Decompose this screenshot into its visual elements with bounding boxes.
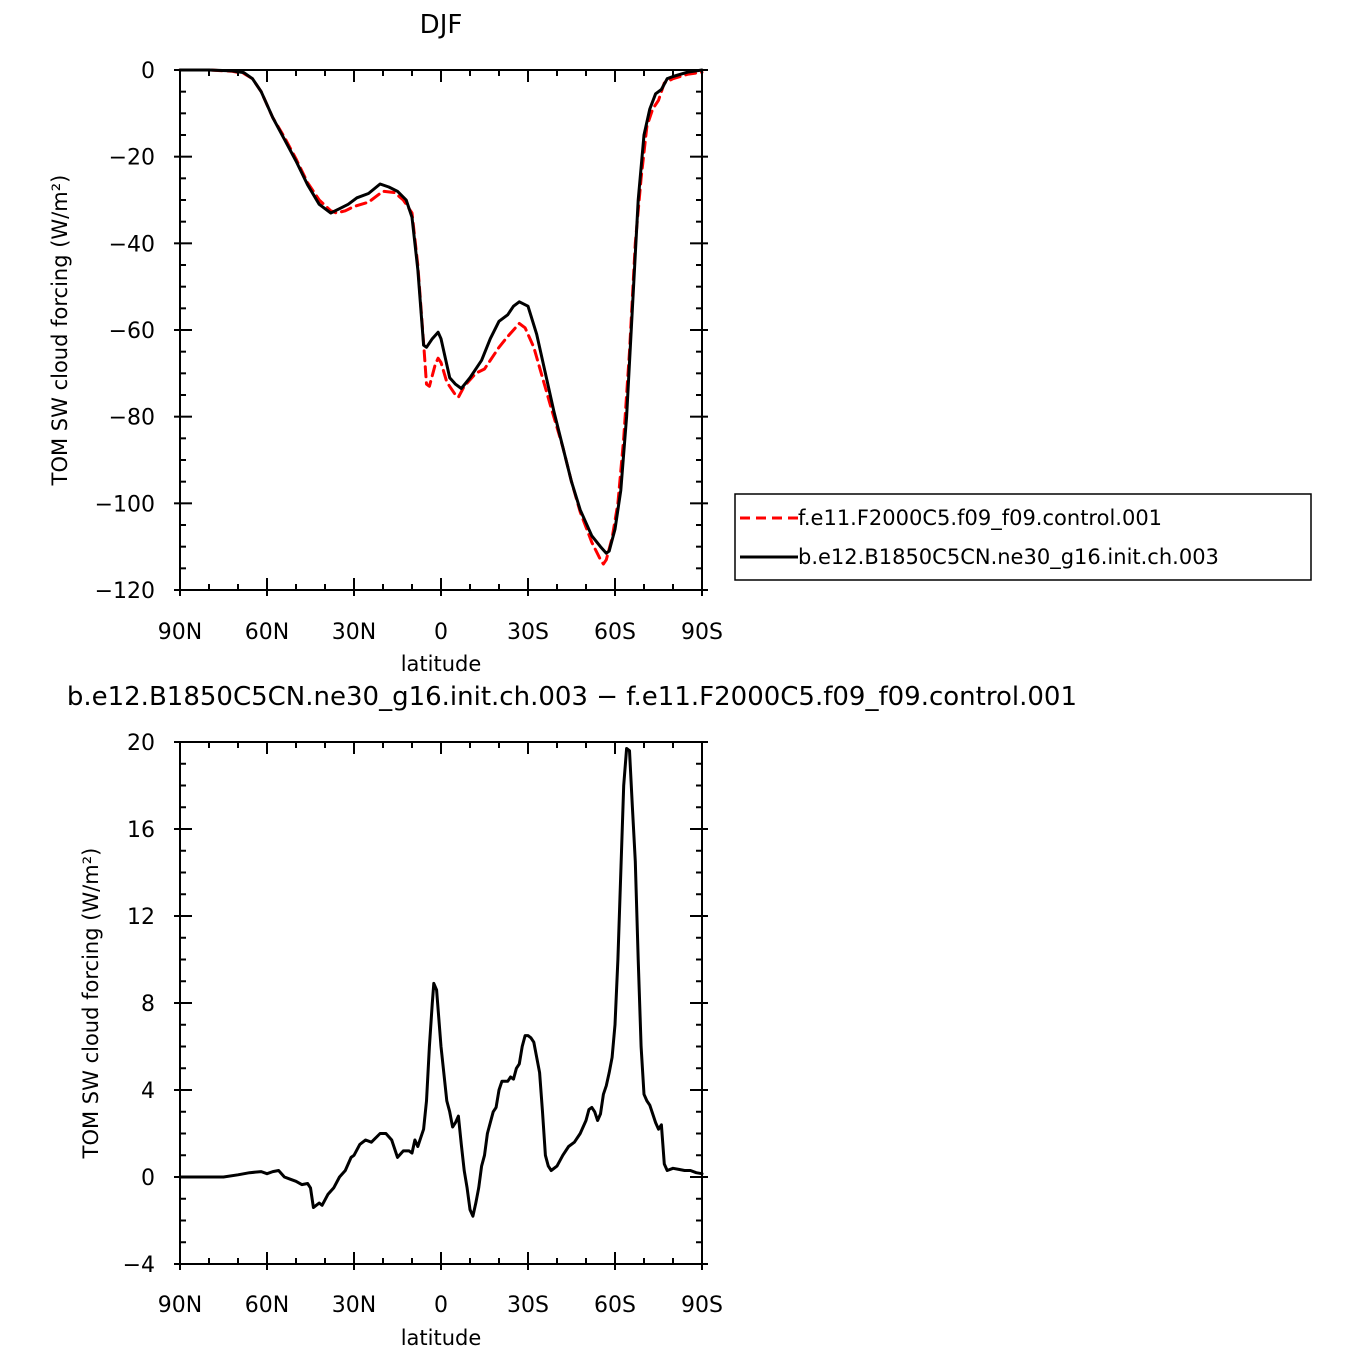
chart-top-series-line-0 [178, 68, 704, 566]
chart-top-y-tick-label-2: −40 [109, 232, 155, 257]
chart-bottom-x-tick-label-6: 90S [681, 1293, 723, 1318]
chart-top-y-tick-label-5: −100 [95, 492, 155, 517]
chart-bottom-x-tick-label-3: 0 [434, 1293, 448, 1318]
chart-bottom-y-tick-label-6: −4 [123, 1253, 155, 1278]
chart-bottom-x-axis-label: latitude [401, 1326, 482, 1350]
chart-bottom: b.e12.B1850C5CN.ne30_g16.init.ch.003 − f… [67, 682, 1077, 1350]
legend-box [734, 493, 1312, 581]
chart-bottom-x-tick-label-1: 60N [245, 1293, 289, 1318]
chart-top-x-tick-label-4: 30S [507, 620, 549, 645]
chart-bottom-series-group [178, 747, 704, 1218]
chart-bottom-y-tick-label-1: 16 [127, 818, 155, 843]
chart-top-x-tick-label-5: 60S [594, 620, 636, 645]
chart-top-legend: f.e11.F2000C5.f09_f09.control.001 b.e12.… [734, 493, 1312, 581]
chart-top-plot-frame [179, 69, 703, 591]
chart-bottom-y-tick-label-0: 20 [127, 731, 155, 756]
chart-bottom-y-tick-label-5: 0 [141, 1166, 155, 1191]
chart-top-x-tick-label-1: 60N [245, 620, 289, 645]
chart-bottom-y-tick-label-2: 12 [127, 905, 155, 930]
chart-top-y-tick-label-0: 0 [141, 59, 155, 84]
chart-top-ticks-group [174, 69, 708, 596]
chart-bottom-ticks-group [174, 741, 708, 1270]
chart-top-y-tick-label-3: −60 [109, 319, 155, 344]
chart-bottom-y-tick-label-3: 8 [141, 992, 155, 1017]
chart-top-series-group [178, 68, 704, 566]
chart-top: DJF 90N 60N 30N 0 30S 60S 90S 0 −20 −40 … [48, 10, 1312, 676]
chart-bottom-x-tick-label-0: 90N [158, 1293, 202, 1318]
chart-bottom-y-tick-label-4: 4 [141, 1079, 155, 1104]
chart-top-x-tick-label-2: 30N [332, 620, 376, 645]
chart-top-series-line-1 [178, 68, 704, 555]
chart-top-y-tick-label-6: −120 [95, 579, 155, 604]
chart-top-x-tick-label-6: 90S [681, 620, 723, 645]
chart-bottom-x-tick-label-2: 30N [332, 1293, 376, 1318]
chart-bottom-title: b.e12.B1850C5CN.ne30_g16.init.ch.003 − f… [67, 682, 1077, 712]
legend-label-init: b.e12.B1850C5CN.ne30_g16.init.ch.003 [798, 545, 1219, 570]
chart-bottom-series-line-0 [178, 747, 704, 1218]
chart-bottom-x-tick-label-5: 60S [594, 1293, 636, 1318]
chart-top-title: DJF [420, 10, 463, 40]
chart-bottom-x-tick-label-4: 30S [507, 1293, 549, 1318]
chart-bottom-y-axis-label: TOM SW cloud forcing (W/m²) [79, 848, 103, 1160]
chart-top-x-tick-label-0: 90N [158, 620, 202, 645]
chart-top-y-tick-label-1: −20 [109, 146, 155, 171]
chart-top-y-tick-label-4: −80 [109, 406, 155, 431]
legend-label-control: f.e11.F2000C5.f09_f09.control.001 [798, 506, 1162, 531]
chart-top-x-tick-label-3: 0 [434, 620, 448, 645]
chart-top-x-axis-label: latitude [401, 652, 482, 676]
chart-top-y-axis-label: TOM SW cloud forcing (W/m²) [48, 175, 72, 487]
